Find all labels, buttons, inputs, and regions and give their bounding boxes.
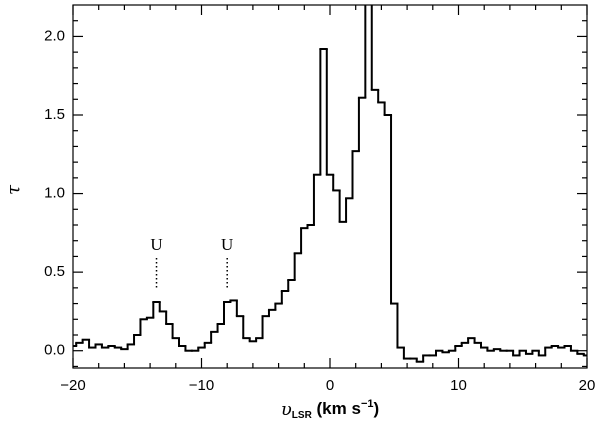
x-tick-label: 20 (579, 377, 596, 394)
x-label-unit: (km s (312, 399, 361, 418)
x-tick-label: 10 (450, 377, 467, 394)
y-tick-label: 1.0 (44, 185, 65, 202)
annotation: U (221, 235, 233, 254)
plot-frame (72, 4, 588, 369)
y-tick-label: 0.5 (44, 263, 65, 280)
x-label-subscript: LSR (292, 410, 313, 421)
x-label-close: ) (373, 399, 379, 418)
x-axis-label: υLSR (km s−1) (281, 398, 379, 421)
x-label-symbol: υ (281, 399, 292, 420)
annotation: U (150, 235, 162, 254)
x-tick-label: 0 (326, 377, 334, 394)
x-tick-label: −20 (60, 377, 85, 394)
y-tick-label: 2.0 (44, 27, 65, 44)
y-tick-label: 0.0 (44, 342, 65, 359)
y-axis-label: τ (3, 184, 24, 195)
x-tick-label: −10 (189, 377, 214, 394)
x-label-superscript: −1 (361, 398, 374, 410)
y-tick-label: 1.5 (44, 106, 65, 123)
plot-area (73, 5, 587, 363)
